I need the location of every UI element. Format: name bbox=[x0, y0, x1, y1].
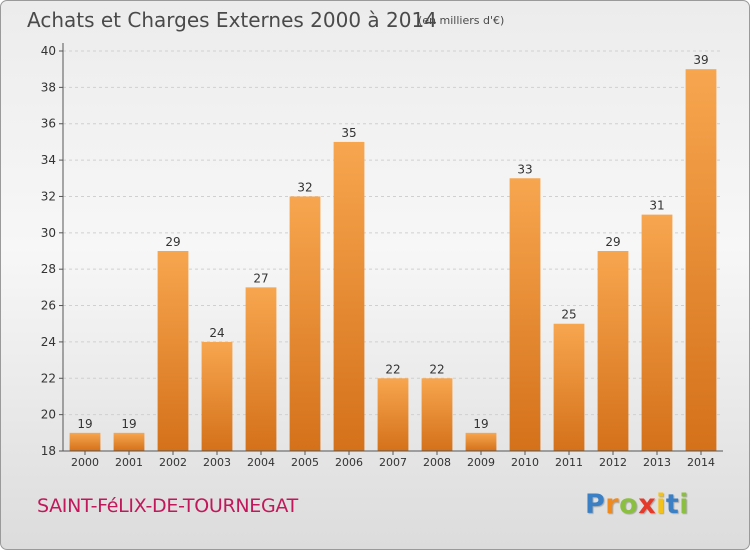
y-tick-label-30: 30 bbox=[41, 226, 56, 240]
y-tick-label-36: 36 bbox=[41, 117, 56, 131]
bars bbox=[69, 69, 717, 452]
commune-name: SAINT-FéLIX-DE-TOURNEGAT bbox=[37, 495, 298, 517]
value-label-2010: 33 bbox=[517, 162, 532, 176]
y-tick-label-38: 38 bbox=[41, 80, 56, 94]
x-tick-label-2009: 2009 bbox=[467, 456, 495, 469]
bar-2011 bbox=[553, 323, 585, 451]
logo-letter: P bbox=[585, 489, 606, 520]
bar-2004 bbox=[245, 287, 277, 451]
bar-2003 bbox=[201, 341, 233, 451]
y-tick-label-20: 20 bbox=[41, 408, 56, 422]
bar-2012 bbox=[597, 251, 629, 451]
y-tick-label-22: 22 bbox=[41, 371, 56, 385]
axes bbox=[59, 43, 723, 455]
x-tick-label-2010: 2010 bbox=[511, 456, 539, 469]
value-label-2014: 39 bbox=[693, 53, 708, 67]
x-tick-label-2008: 2008 bbox=[423, 456, 451, 469]
value-label-2005: 32 bbox=[297, 180, 312, 194]
labels: 18 20 22 24 26 28 30 32 34 36 38 40 19 2000 19 2001 29 20… bbox=[41, 44, 715, 469]
x-tick-label-2005: 2005 bbox=[291, 456, 319, 469]
logo-letter: x bbox=[638, 489, 657, 520]
bar-2006 bbox=[333, 141, 365, 451]
y-tick-label-24: 24 bbox=[41, 335, 56, 349]
x-tick-label-2012: 2012 bbox=[599, 456, 627, 469]
proxiti-logo: Proxiti bbox=[585, 489, 689, 520]
logo-letter: i bbox=[656, 489, 666, 520]
bar-2001 bbox=[113, 432, 145, 451]
bar-2010 bbox=[509, 178, 541, 452]
value-label-2013: 31 bbox=[649, 199, 664, 213]
value-label-2001: 19 bbox=[121, 417, 136, 431]
value-label-2002: 29 bbox=[165, 235, 180, 249]
bar-2002 bbox=[157, 251, 189, 451]
value-label-2009: 19 bbox=[473, 417, 488, 431]
value-label-2004: 27 bbox=[253, 271, 268, 285]
bar-2005 bbox=[289, 196, 321, 451]
bar-2008 bbox=[421, 378, 453, 451]
x-tick-label-2006: 2006 bbox=[335, 456, 363, 469]
y-tick-label-28: 28 bbox=[41, 262, 56, 276]
bar-2009 bbox=[465, 432, 497, 451]
value-label-2000: 19 bbox=[77, 417, 92, 431]
value-label-2003: 24 bbox=[209, 326, 224, 340]
y-tick-label-18: 18 bbox=[41, 444, 56, 458]
x-tick-label-2013: 2013 bbox=[643, 456, 671, 469]
chart-title: Achats et Charges Externes 2000 à 2014 bbox=[27, 8, 437, 32]
x-tick-label-2011: 2011 bbox=[555, 456, 583, 469]
x-tick-label-2004: 2004 bbox=[247, 456, 275, 469]
x-tick-label-2003: 2003 bbox=[203, 456, 231, 469]
logo-letter: i bbox=[679, 489, 690, 520]
y-tick-label-32: 32 bbox=[41, 189, 56, 203]
logo-letter: o bbox=[619, 489, 639, 520]
value-label-2011: 25 bbox=[561, 308, 576, 322]
logo-letter: r bbox=[605, 489, 620, 520]
bar-2000 bbox=[69, 432, 101, 451]
logo-letter: t bbox=[665, 489, 680, 520]
x-tick-label-2002: 2002 bbox=[159, 456, 187, 469]
x-tick-label-2001: 2001 bbox=[115, 456, 143, 469]
value-label-2012: 29 bbox=[605, 235, 620, 249]
y-tick-label-34: 34 bbox=[41, 153, 56, 167]
x-tick-label-2014: 2014 bbox=[687, 456, 715, 469]
value-label-2008: 22 bbox=[429, 362, 444, 376]
value-label-2007: 22 bbox=[385, 362, 400, 376]
x-tick-label-2000: 2000 bbox=[71, 456, 99, 469]
y-tick-label-40: 40 bbox=[41, 44, 56, 58]
bar-2007 bbox=[377, 378, 409, 451]
value-label-2006: 35 bbox=[341, 126, 356, 140]
chart-subtitle: (en milliers d'€) bbox=[418, 14, 505, 27]
y-tick-label-26: 26 bbox=[41, 299, 56, 313]
x-tick-label-2007: 2007 bbox=[379, 456, 407, 469]
bar-2014 bbox=[685, 69, 717, 451]
bar-2013 bbox=[641, 214, 673, 451]
